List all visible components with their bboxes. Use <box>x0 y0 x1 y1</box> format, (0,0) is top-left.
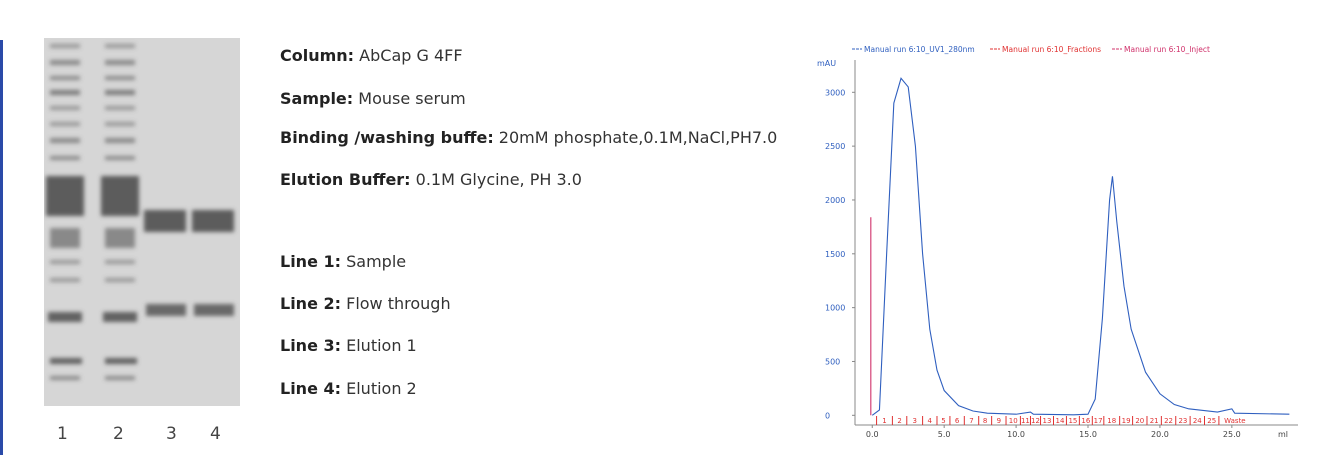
chromatogram: mAU ml 0 500 1000 1500 2000 2500 3000 0.0 5.0 10.0 1… <box>800 0 1323 455</box>
lane-label: 4 <box>210 424 221 444</box>
legend-label: Manual run 6:10_Inject <box>1124 45 1210 54</box>
spec-value: Mouse serum <box>353 89 466 108</box>
legend-label: Manual run 6:10_Fractions <box>1002 45 1101 54</box>
spec-line: Sample: Mouse serum <box>280 89 466 108</box>
legend-label: Manual run 6:10_UV1_280nm <box>864 45 975 54</box>
spec-key: Line 1: <box>280 252 341 271</box>
fraction-label: 24 <box>1193 417 1202 425</box>
spec-value: 0.1M Glycine, PH 3.0 <box>411 170 582 189</box>
fraction-label: 18 <box>1107 417 1116 425</box>
x-tick-label: 10.0 <box>1007 430 1025 439</box>
fraction-label: 3 <box>912 417 916 425</box>
x-tick-label: 20.0 <box>1151 430 1169 439</box>
y-tick-label: 1000 <box>825 304 845 313</box>
y-tick-label: 1500 <box>825 250 845 259</box>
y-tick-label: 500 <box>825 357 840 366</box>
fraction-label: 1 <box>882 417 886 425</box>
series-line <box>872 78 1289 415</box>
spec-line: Column: AbCap G 4FF <box>280 46 463 65</box>
fraction-label: 23 <box>1178 417 1187 425</box>
spec-line: Binding /washing buffe: 20mM phosphate,0… <box>280 128 777 147</box>
x-tick-label: 5.0 <box>938 430 951 439</box>
fraction-label: 15 <box>1068 417 1077 425</box>
spec-key: Column: <box>280 46 354 65</box>
spec-value: Sample <box>341 252 406 271</box>
fraction-label: 20 <box>1135 417 1144 425</box>
spec-value: 20mM phosphate,0.1M,NaCl,PH7.0 <box>494 128 778 147</box>
spec-value: Flow through <box>341 294 451 313</box>
x-tick-label: 25.0 <box>1223 430 1241 439</box>
side-bar <box>0 40 3 455</box>
spec-line: Line 2: Flow through <box>280 294 451 313</box>
spec-key: Line 3: <box>280 336 341 355</box>
x-tick-label: 15.0 <box>1079 430 1097 439</box>
lane-label: 3 <box>166 424 177 444</box>
page: mAU ml 0 500 1000 1500 2000 2500 3000 0.0 5.0 10.0 1… <box>0 0 1323 455</box>
fraction-label: 8 <box>983 417 987 425</box>
y-tick-label: 3000 <box>825 88 845 97</box>
fraction-label: 16 <box>1081 417 1090 425</box>
spec-line: Line 3: Elution 1 <box>280 336 417 355</box>
fraction-label: 25 <box>1207 417 1216 425</box>
fraction-label: 6 <box>955 417 960 425</box>
y-axis-label: mAU <box>817 59 836 68</box>
y-tick-label: 2000 <box>825 196 845 205</box>
fraction-label: 9 <box>997 417 1001 425</box>
spec-value: Elution 2 <box>341 379 417 398</box>
fraction-label: 10 <box>1009 417 1018 425</box>
x-tick-label: 0.0 <box>866 430 879 439</box>
spec-value: Elution 1 <box>341 336 417 355</box>
spec-value: AbCap G 4FF <box>354 46 462 65</box>
lane-label: 2 <box>113 424 124 444</box>
fraction-label: 5 <box>941 417 945 425</box>
x-axis-label: ml <box>1278 430 1288 439</box>
fraction-label: 11 <box>1021 417 1030 425</box>
fraction-label: 14 <box>1055 417 1064 425</box>
fraction-label: 17 <box>1094 417 1103 425</box>
fraction-label: 13 <box>1043 417 1052 425</box>
fraction-label: 19 <box>1122 417 1131 425</box>
fraction-label: 2 <box>897 417 901 425</box>
fraction-label: 21 <box>1150 417 1159 425</box>
fraction-label: 22 <box>1164 417 1173 425</box>
spec-line: Elution Buffer: 0.1M Glycine, PH 3.0 <box>280 170 582 189</box>
y-tick-label: 2500 <box>825 142 845 151</box>
spec-key: Sample: <box>280 89 353 108</box>
gel-image <box>44 38 240 406</box>
spec-key: Line 4: <box>280 379 341 398</box>
fraction-label: 7 <box>969 417 973 425</box>
spec-key: Line 2: <box>280 294 341 313</box>
spec-line: Line 1: Sample <box>280 252 406 271</box>
spec-line: Line 4: Elution 2 <box>280 379 417 398</box>
fraction-label: Waste <box>1224 417 1245 425</box>
fraction-label: 4 <box>928 417 933 425</box>
spec-key: Binding /washing buffe: <box>280 128 494 147</box>
y-tick-label: 0 <box>825 411 830 420</box>
fraction-label: 12 <box>1031 417 1040 425</box>
lane-label: 1 <box>57 424 68 444</box>
spec-key: Elution Buffer: <box>280 170 411 189</box>
